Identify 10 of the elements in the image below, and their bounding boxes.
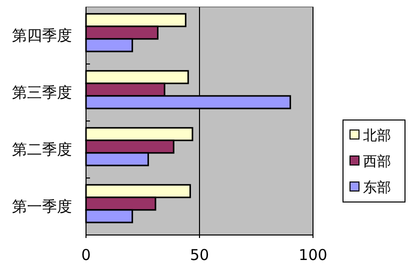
legend-label: 西部 — [363, 154, 391, 170]
x-tick-label: 100 — [298, 246, 328, 264]
x-tick-label: 0 — [81, 246, 91, 264]
y-tick-label: 第二季度 — [12, 140, 72, 158]
x-tick-label: 50 — [190, 246, 210, 264]
legend-label: 北部 — [363, 128, 391, 144]
legend-label: 东部 — [363, 180, 391, 196]
y-tick-label: 第四季度 — [12, 26, 72, 44]
y-tick-label: 第一季度 — [12, 198, 72, 216]
y-tick-label: 第三季度 — [12, 84, 72, 102]
